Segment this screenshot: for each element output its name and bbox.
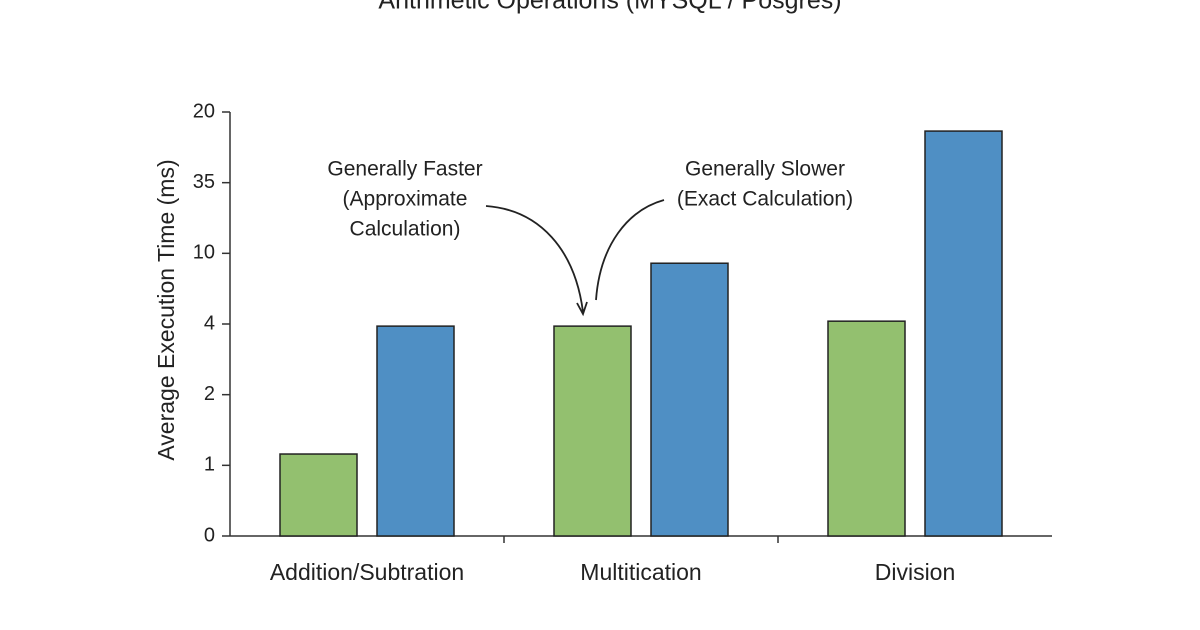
bar	[553, 325, 632, 537]
annotation: Generally Slower	[685, 158, 845, 181]
bar	[827, 320, 906, 537]
y-tick-label: 2	[204, 383, 215, 405]
arrow-head	[576, 301, 588, 317]
annotation: Generally Faster	[327, 158, 482, 181]
bar	[924, 130, 1003, 537]
x-tick-label: Addition/Subtration	[270, 559, 464, 585]
y-tick-label: 35	[193, 171, 215, 193]
y-tick-label: 1	[204, 454, 215, 476]
arrow	[485, 205, 584, 313]
annotation: (Approximate	[343, 188, 468, 211]
y-axis-label: Average Execution Time (ms)	[153, 159, 179, 460]
y-tick-label: 10	[193, 242, 215, 264]
bar	[279, 453, 358, 537]
annotation: Calculation)	[350, 218, 461, 241]
chart-title: Anthmetic Operations (MYSQL / Posgres)	[378, 0, 841, 15]
x-tick-label: Division	[875, 559, 956, 585]
y-tick-label: 4	[204, 312, 215, 334]
x-tick-label: Multitication	[580, 559, 701, 585]
annotation: (Exact Calculation)	[677, 188, 853, 211]
y-tick-label: 0	[204, 524, 215, 546]
y-tick-label: 20	[193, 100, 215, 122]
annotation-arrows	[485, 199, 665, 317]
bar	[376, 325, 455, 537]
bar	[650, 262, 729, 537]
arrow	[595, 199, 665, 301]
